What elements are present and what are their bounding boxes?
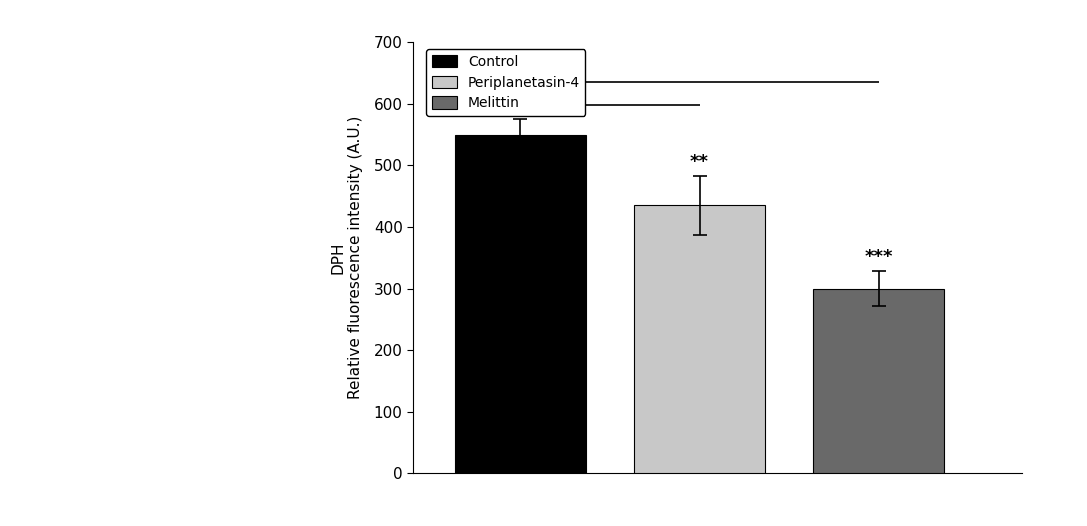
- Legend: Control, Periplanetasin-4, Melittin: Control, Periplanetasin-4, Melittin: [426, 49, 586, 116]
- Text: ***: ***: [864, 248, 892, 266]
- Text: **: **: [690, 153, 709, 171]
- Bar: [634, 205, 765, 473]
- Y-axis label: DPH
Relative fluorescence intensity (A.U.): DPH Relative fluorescence intensity (A.U…: [330, 116, 363, 399]
- Bar: [813, 289, 945, 473]
- Bar: [454, 135, 586, 473]
